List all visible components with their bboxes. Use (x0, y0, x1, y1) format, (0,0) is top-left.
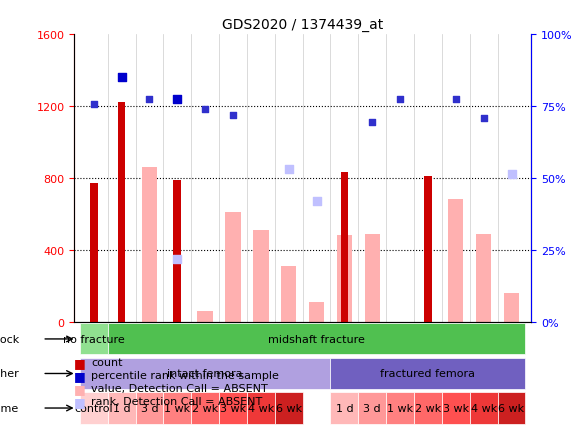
Text: 1 d: 1 d (112, 403, 130, 413)
Text: value, Detection Call = ABSENT: value, Detection Call = ABSENT (91, 384, 268, 393)
Text: no fracture: no fracture (63, 334, 124, 344)
Point (368, 119, 377, 126)
Text: 2 wk: 2 wk (415, 403, 441, 413)
Bar (90, 184, 98, 322)
Text: 1 d: 1 d (336, 403, 353, 413)
Point (312, 198, 321, 205)
FancyBboxPatch shape (359, 393, 386, 424)
Text: intact femora: intact femora (167, 368, 243, 378)
Bar (340, 173, 348, 322)
Bar (281, 266, 296, 322)
FancyBboxPatch shape (108, 324, 525, 355)
Text: 3 wk: 3 wk (443, 403, 469, 413)
Text: 1 wk: 1 wk (387, 403, 413, 413)
Text: 3 d: 3 d (140, 403, 158, 413)
Point (228, 112, 238, 119)
Bar (142, 168, 157, 322)
FancyBboxPatch shape (414, 393, 442, 424)
Text: 6 wk: 6 wk (276, 403, 301, 413)
Text: ■: ■ (74, 369, 86, 382)
FancyBboxPatch shape (497, 393, 525, 424)
FancyBboxPatch shape (219, 393, 247, 424)
FancyBboxPatch shape (331, 358, 525, 389)
Point (284, 166, 293, 173)
FancyBboxPatch shape (135, 393, 163, 424)
Text: percentile rank within the sample: percentile rank within the sample (91, 371, 279, 380)
Bar (253, 230, 268, 322)
Point (396, 96, 405, 103)
FancyBboxPatch shape (163, 393, 191, 424)
Text: 1 wk: 1 wk (164, 403, 190, 413)
FancyBboxPatch shape (442, 393, 470, 424)
Point (172, 256, 182, 263)
Bar (118, 103, 126, 322)
Text: 2 wk: 2 wk (192, 403, 218, 413)
Point (451, 96, 460, 103)
Text: shock: shock (0, 334, 19, 344)
Text: rank, Detection Call = ABSENT: rank, Detection Call = ABSENT (91, 397, 263, 406)
FancyBboxPatch shape (247, 393, 275, 424)
Bar (174, 180, 181, 322)
Bar (448, 200, 464, 322)
Text: ■: ■ (74, 382, 86, 395)
Title: GDS2020 / 1374439_at: GDS2020 / 1374439_at (222, 18, 383, 32)
Point (172, 96, 182, 103)
Bar (309, 302, 324, 322)
Text: ■: ■ (74, 356, 86, 369)
FancyBboxPatch shape (80, 393, 108, 424)
Point (145, 96, 154, 103)
Text: 4 wk: 4 wk (248, 403, 274, 413)
Bar (337, 236, 352, 322)
Bar (198, 311, 213, 322)
Bar (504, 293, 519, 322)
Text: count: count (91, 358, 123, 367)
Point (507, 171, 516, 178)
Text: control: control (74, 403, 113, 413)
Point (479, 115, 488, 122)
Bar (226, 212, 240, 322)
Text: time: time (0, 403, 19, 413)
FancyBboxPatch shape (191, 393, 219, 424)
Point (200, 107, 210, 114)
Text: 6 wk: 6 wk (498, 403, 525, 413)
FancyBboxPatch shape (275, 393, 303, 424)
Text: 3 wk: 3 wk (220, 403, 246, 413)
FancyBboxPatch shape (80, 324, 108, 355)
Bar (424, 177, 432, 322)
FancyBboxPatch shape (386, 393, 414, 424)
Text: midshaft fracture: midshaft fracture (268, 334, 365, 344)
Point (117, 74, 126, 81)
Point (89, 101, 98, 108)
Text: fractured femora: fractured femora (380, 368, 476, 378)
Bar (365, 234, 380, 322)
Bar (476, 234, 491, 322)
Text: 4 wk: 4 wk (471, 403, 497, 413)
Text: other: other (0, 368, 19, 378)
FancyBboxPatch shape (331, 393, 359, 424)
FancyBboxPatch shape (108, 393, 135, 424)
FancyBboxPatch shape (80, 358, 331, 389)
Text: ■: ■ (74, 395, 86, 408)
Text: 3 d: 3 d (364, 403, 381, 413)
FancyBboxPatch shape (470, 393, 497, 424)
